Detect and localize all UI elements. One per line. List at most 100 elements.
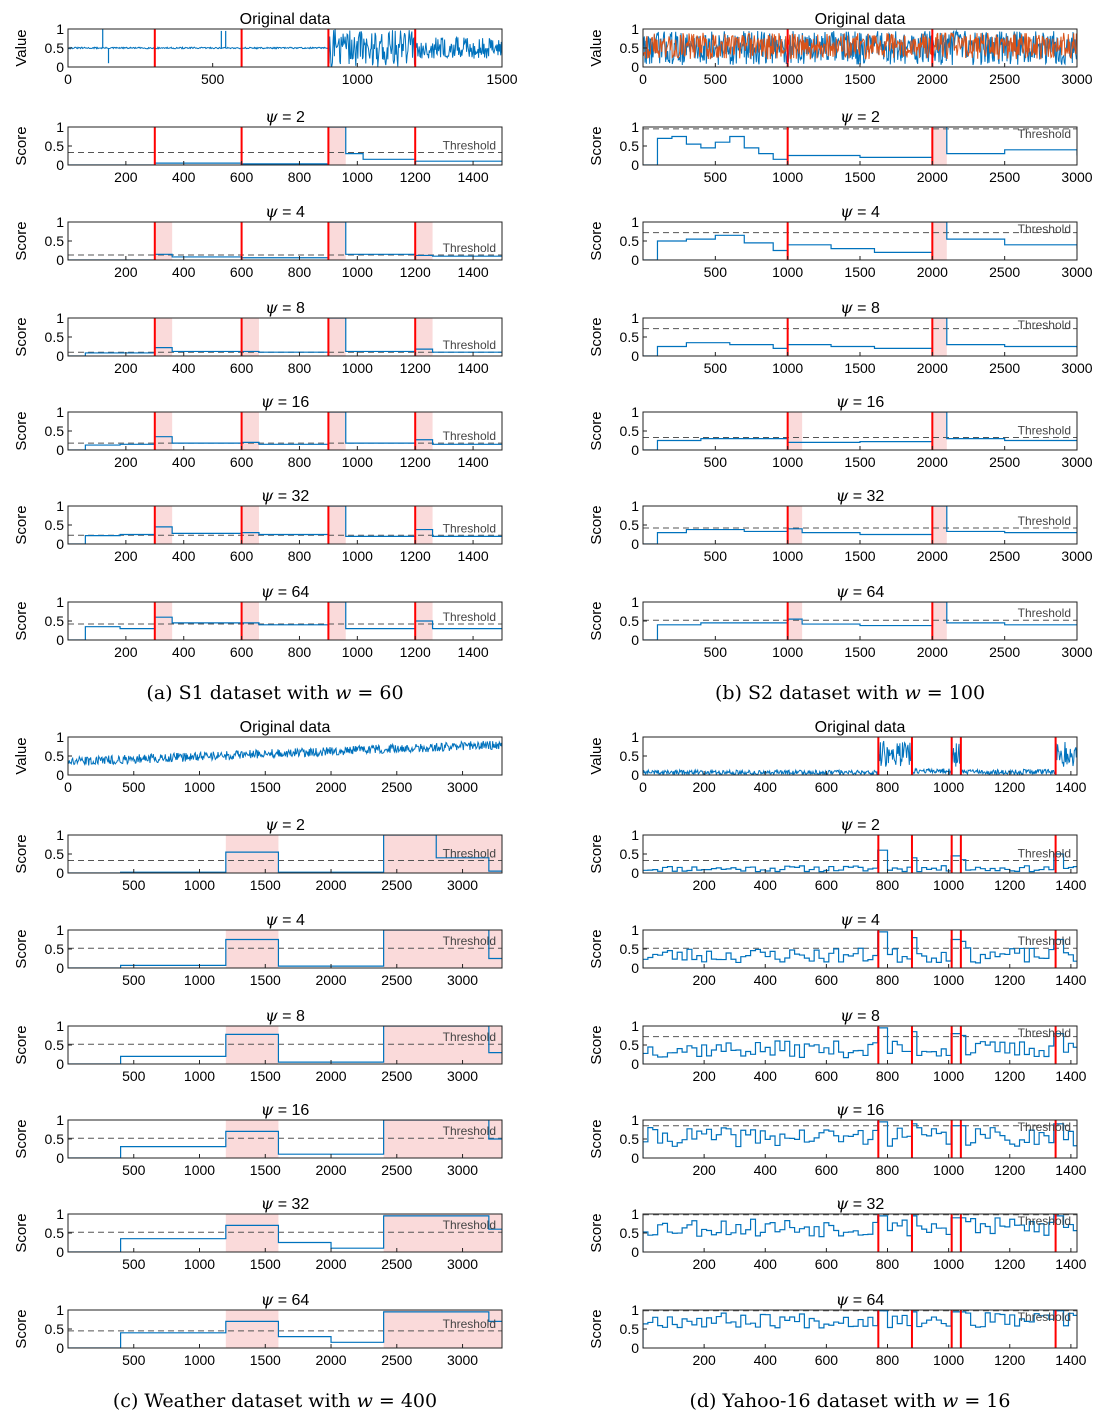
x-tick-label: 200 xyxy=(692,1068,716,1084)
x-tick-label: 200 xyxy=(114,264,138,280)
plot-title: ψ = 32 xyxy=(836,1194,885,1213)
x-tick-label: 500 xyxy=(122,1068,146,1084)
x-tick-label: 600 xyxy=(230,644,254,660)
x-tick-label: 1200 xyxy=(400,360,431,376)
x-tick-label: 2500 xyxy=(381,1352,412,1368)
y-tick-label: 0 xyxy=(631,1340,639,1356)
x-tick-label: 800 xyxy=(288,644,312,660)
y-tick-label: 1 xyxy=(631,1112,639,1128)
axes-box xyxy=(642,505,1078,545)
y-tick-label: 1 xyxy=(56,1112,64,1128)
x-tick-label: 400 xyxy=(172,644,196,660)
x-tick-label: 800 xyxy=(288,454,312,470)
score-line xyxy=(643,931,1077,968)
x-tick-label: 500 xyxy=(201,71,225,87)
plot-title: Original data xyxy=(240,719,331,736)
y-tick-label: 0 xyxy=(631,960,639,976)
caption-d: (d) Yahoo-16 dataset with w = 16 xyxy=(575,1390,1100,1412)
x-tick-label: 0 xyxy=(639,779,647,795)
y-tick-label: 0.5 xyxy=(45,941,65,957)
score-line xyxy=(643,412,1077,450)
plot-title: Original data xyxy=(815,11,906,28)
highlight-region xyxy=(154,602,173,640)
x-tick-label: 2000 xyxy=(315,1068,346,1084)
threshold-label: Threshold xyxy=(1018,1026,1071,1040)
x-tick-label: 1500 xyxy=(250,1162,281,1178)
threshold-label: Threshold xyxy=(1018,846,1071,860)
x-tick-label: 800 xyxy=(876,1068,900,1084)
y-tick-label: 1 xyxy=(56,214,64,230)
y-tick-label: 0 xyxy=(56,59,64,75)
x-tick-label: 1200 xyxy=(994,972,1025,988)
x-tick-label: 1000 xyxy=(184,1352,215,1368)
x-tick-label: 400 xyxy=(754,877,778,893)
x-tick-label: 1400 xyxy=(457,169,488,185)
highlight-region xyxy=(383,1310,502,1348)
threshold-label: Threshold xyxy=(1018,934,1071,948)
score-line xyxy=(68,1120,502,1158)
x-tick-label: 500 xyxy=(704,71,728,87)
y-tick-label: 0.5 xyxy=(620,1037,640,1053)
plot-title: ψ = 32 xyxy=(836,486,885,505)
x-tick-label: 2000 xyxy=(917,264,948,280)
plot-title: ψ = 64 xyxy=(836,1290,885,1309)
y-axis-label: Value xyxy=(588,737,605,774)
x-tick-label: 1000 xyxy=(184,1068,215,1084)
y-axis-label: Score xyxy=(13,221,30,260)
threshold-label: Threshold xyxy=(443,1030,496,1044)
caption-c: (c) Weather dataset with w = 400 xyxy=(0,1390,550,1412)
highlight-region xyxy=(241,602,259,640)
plot-title: ψ = 16 xyxy=(836,392,885,411)
threshold-label: Threshold xyxy=(443,241,496,255)
x-tick-label: 2500 xyxy=(989,548,1020,564)
score-line xyxy=(643,1027,1077,1064)
score-line xyxy=(643,1121,1077,1158)
axes-box xyxy=(67,601,503,641)
x-tick-label: 1000 xyxy=(184,972,215,988)
x-tick-label: 1400 xyxy=(1055,877,1086,893)
score-line xyxy=(68,127,502,165)
x-tick-label: 1000 xyxy=(342,71,373,87)
y-axis-label: Value xyxy=(588,29,605,66)
caption-d-prefix: (d) Yahoo-16 dataset with xyxy=(689,1390,943,1412)
y-tick-label: 0.5 xyxy=(45,423,65,439)
x-tick-label: 400 xyxy=(172,169,196,185)
plot-title: Original data xyxy=(240,11,331,28)
series-line-2 xyxy=(643,32,1077,61)
threshold-label: Threshold xyxy=(443,1124,496,1138)
x-tick-label: 200 xyxy=(114,360,138,376)
y-tick-label: 1 xyxy=(56,922,64,938)
x-tick-label: 800 xyxy=(288,169,312,185)
highlight-region xyxy=(383,1214,502,1252)
caption-c-var: w xyxy=(356,1390,373,1412)
x-tick-label: 3000 xyxy=(447,1256,478,1272)
y-tick-label: 0 xyxy=(56,1244,64,1260)
x-tick-label: 1500 xyxy=(486,71,517,87)
y-tick-label: 0.5 xyxy=(45,517,65,533)
x-tick-label: 1000 xyxy=(933,1256,964,1272)
x-tick-label: 800 xyxy=(876,1256,900,1272)
axes-box xyxy=(642,411,1078,451)
x-tick-label: 1500 xyxy=(844,71,875,87)
y-tick-label: 0 xyxy=(631,767,639,783)
y-tick-label: 1 xyxy=(631,1302,639,1318)
x-tick-label: 0 xyxy=(639,71,647,87)
x-tick-label: 1500 xyxy=(844,644,875,660)
x-tick-label: 1000 xyxy=(772,264,803,280)
y-tick-label: 0.5 xyxy=(620,517,640,533)
threshold-label: Threshold xyxy=(1018,222,1071,236)
highlight-region xyxy=(932,222,947,260)
y-tick-label: 1 xyxy=(56,827,64,843)
y-tick-label: 0 xyxy=(631,536,639,552)
x-tick-label: 200 xyxy=(114,548,138,564)
y-axis-label: Score xyxy=(588,317,605,356)
axes-box xyxy=(642,601,1078,641)
y-tick-label: 1 xyxy=(631,827,639,843)
